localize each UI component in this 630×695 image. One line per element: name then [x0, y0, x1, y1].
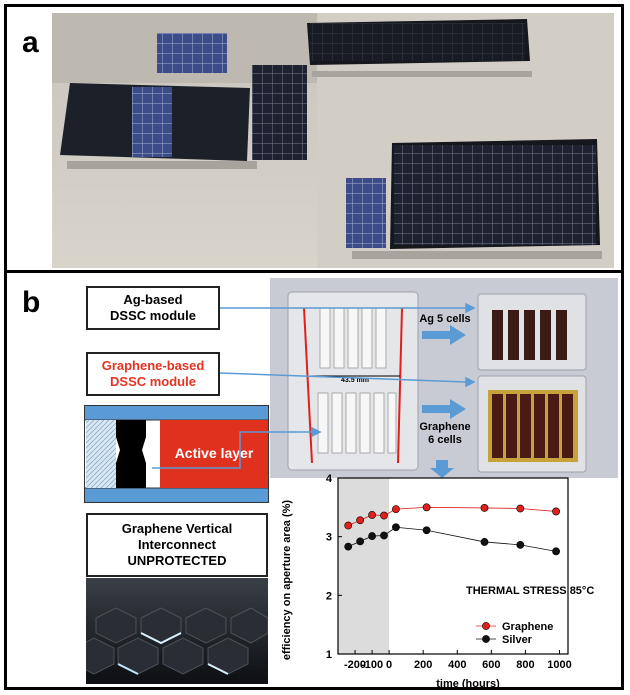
- data-point-silver: [380, 531, 388, 540]
- y-tick-label: 3: [326, 532, 332, 544]
- y-axis-label: efficiency on aperture area (%): [281, 500, 293, 661]
- legend-label: Graphene: [502, 621, 553, 633]
- data-point-graphene: [480, 504, 489, 512]
- efficiency-chart: -200-100 0 200 400 600 800 1000 1 2 3 4 GrapheneSil…: [281, 473, 594, 690]
- x-tick-label: 200: [414, 659, 432, 671]
- data-point-silver: [422, 526, 431, 535]
- x-tick-label: 400: [448, 659, 466, 671]
- data-point-silver: [344, 542, 353, 551]
- interconnect-line3: UNPROTECTED: [127, 553, 227, 568]
- data-point-silver: [392, 523, 400, 532]
- data-point-silver: [356, 537, 365, 546]
- ag-box-line2: DSSC module: [110, 308, 196, 323]
- x-tick-label: -200: [344, 659, 366, 671]
- x-tick-label: 1000: [547, 659, 571, 671]
- data-point-graphene: [392, 505, 400, 513]
- solar-panels-photo: [52, 13, 614, 268]
- dssc-module-photos: 43.5 mm Ag 5 cells Graphene 6 cells: [270, 278, 618, 478]
- panel-b-label: b: [22, 286, 41, 319]
- data-point-silver: [552, 547, 560, 556]
- y-tick-label: 4: [326, 473, 333, 485]
- panel-a-label: a: [22, 26, 39, 59]
- interconnect-line1: Graphene Vertical: [121, 521, 233, 536]
- thermal-stress-annotation: THERMAL STRESS 85°C: [466, 585, 594, 597]
- interconnect-line2: Interconnect: [137, 537, 216, 552]
- figure-frame: [4, 4, 624, 690]
- data-point-graphene: [344, 521, 353, 530]
- data-point-graphene: [356, 516, 365, 525]
- legend-marker: [482, 635, 490, 643]
- ag-module-box: Ag-based DSSC module: [86, 286, 220, 330]
- graphene-box-line1: Graphene-based: [101, 358, 205, 373]
- y-tick-label: 2: [326, 590, 332, 602]
- data-point-graphene: [422, 503, 431, 512]
- x-tick-label: 600: [482, 659, 500, 671]
- ag-cells-label: Ag 5 cells: [419, 313, 470, 325]
- plot-frame: [337, 477, 569, 655]
- data-point-graphene: [516, 504, 525, 513]
- graphene-module-box: Graphene-based DSSC module: [86, 352, 220, 396]
- panel-divider: [4, 270, 624, 273]
- interconnect-box: Graphene Vertical Interconnect UNPROTECT…: [86, 513, 268, 577]
- data-point-silver: [516, 540, 525, 549]
- active-layer-label: Active layer: [175, 445, 254, 461]
- x-tick-label: 0: [386, 659, 392, 671]
- legend-marker: [482, 622, 490, 630]
- legend-label: Silver: [502, 634, 533, 646]
- x-axis-label: time (hours): [436, 678, 500, 690]
- graphene-cells-count: 6 cells: [428, 434, 462, 446]
- data-point-silver: [480, 538, 489, 546]
- interconnect-cross-section: Active layer: [84, 405, 269, 503]
- plot-area: -200-100 0 200 400 600 800 1000 1 2 3 4 GrapheneSil…: [326, 473, 572, 671]
- x-tick-label: 800: [516, 659, 534, 671]
- data-point-graphene: [552, 507, 560, 516]
- data-point-silver: [368, 532, 376, 540]
- ag-box-line1: Ag-based: [123, 292, 183, 307]
- graphene-hexagon-render: [86, 578, 268, 684]
- graphene-cells-label: Graphene: [419, 421, 470, 433]
- x-tick-label: -100: [361, 659, 383, 671]
- graphene-box-line2: DSSC module: [110, 374, 196, 389]
- data-point-graphene: [380, 511, 388, 520]
- y-tick-label: 1: [326, 649, 332, 661]
- shaded-region: [338, 478, 390, 654]
- data-point-graphene: [368, 511, 376, 519]
- dimension-label: 43.5 mm: [341, 377, 369, 384]
